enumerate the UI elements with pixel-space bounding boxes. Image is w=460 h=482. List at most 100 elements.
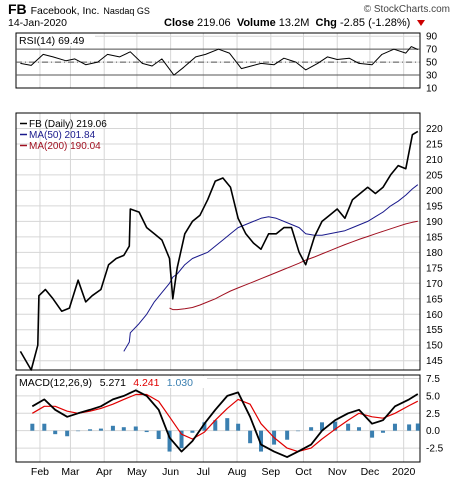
macd-histogram-bar bbox=[236, 423, 241, 431]
price-ytick-label: 200 bbox=[426, 186, 443, 197]
macd-ytick-label: 7.5 bbox=[426, 374, 440, 385]
x-axis-tick-label: Oct bbox=[295, 466, 311, 478]
histogram-legend-value: 1.030 bbox=[167, 377, 193, 389]
price-ytick-label: 195 bbox=[426, 201, 443, 212]
macd-signal-line bbox=[31, 393, 419, 453]
macd-histogram-bar bbox=[407, 424, 412, 431]
price-ytick-label: 220 bbox=[426, 124, 443, 135]
macd-histogram-bar bbox=[98, 428, 103, 431]
x-axis-tick-label: Apr bbox=[96, 466, 113, 478]
macd-histogram-bar bbox=[285, 430, 290, 440]
price-ytick-label: 160 bbox=[426, 310, 443, 321]
rsi-ytick-label: 70 bbox=[426, 45, 438, 56]
macd-histogram-bar bbox=[415, 423, 420, 431]
macd-histogram-bar bbox=[296, 430, 301, 432]
chg-value: -2.85 (-1.28%) bbox=[339, 17, 411, 29]
watermark: © StockCharts.com bbox=[363, 4, 450, 15]
price-line bbox=[19, 130, 419, 371]
x-axis-tick-label: Aug bbox=[228, 466, 247, 478]
macd-histogram-bar bbox=[392, 423, 397, 431]
macd-histogram-bar bbox=[346, 423, 351, 431]
rsi-ytick-label: 50 bbox=[426, 58, 438, 69]
macd-frame bbox=[15, 374, 421, 463]
macd-histogram-bar bbox=[156, 430, 161, 440]
rsi-frame bbox=[15, 32, 421, 89]
price-ytick-label: 205 bbox=[426, 170, 443, 181]
x-axis-tick-label: Dec bbox=[361, 466, 380, 478]
macd-histogram-bar bbox=[259, 430, 264, 452]
close-label: Close bbox=[164, 17, 194, 29]
macd-histogram-bar bbox=[319, 422, 324, 431]
macd-histogram-bar bbox=[76, 430, 81, 432]
ma200-line bbox=[169, 220, 418, 311]
volume-label: Volume bbox=[236, 17, 276, 29]
macd-histogram-bar bbox=[144, 430, 149, 433]
price-legend-entry: FB (Daily) 219.06 bbox=[29, 119, 107, 130]
volume-value: 13.2M bbox=[278, 17, 310, 29]
macd-histogram-bar bbox=[357, 427, 362, 431]
macd-histogram-bar bbox=[225, 418, 230, 431]
macd-histogram-bar bbox=[370, 430, 375, 438]
price-ytick-label: 155 bbox=[426, 325, 443, 336]
exchange-name: Nasdaq GS bbox=[103, 6, 150, 16]
ticker-title: FB Facebook, Inc. Nasdaq GS bbox=[8, 1, 150, 17]
rsi-legend-bg bbox=[17, 34, 95, 46]
macd-histogram-bar bbox=[213, 420, 218, 431]
price-ytick-label: 185 bbox=[426, 232, 443, 243]
macd-histogram-bar bbox=[309, 427, 314, 431]
quote-line: Close 219.06 Volume 13.2M Chg -2.85 (-1.… bbox=[164, 17, 426, 29]
price-ytick-label: 190 bbox=[426, 217, 443, 228]
macd-histogram-bar bbox=[202, 422, 207, 431]
macd-histogram-bar bbox=[190, 430, 195, 433]
quote-date: 14-Jan-2020 bbox=[8, 17, 67, 29]
close-value: 219.06 bbox=[197, 17, 231, 29]
macd-ytick-label: 5.0 bbox=[426, 391, 440, 402]
macd-legend-title: MACD(12,26,9) bbox=[19, 377, 92, 389]
macd-histogram-bar bbox=[333, 421, 338, 431]
macd-histogram-bar bbox=[110, 425, 115, 431]
price-ytick-label: 150 bbox=[426, 341, 443, 352]
x-axis-tick-label: May bbox=[127, 466, 148, 478]
ma50-line bbox=[123, 184, 419, 352]
macd-ytick-label: -2.5 bbox=[426, 444, 444, 455]
signal-legend-value: 4.241 bbox=[133, 377, 159, 389]
macd-histogram-bar bbox=[133, 426, 138, 431]
ma200-legend-entry: MA(200) 190.04 bbox=[29, 141, 101, 152]
chg-label: Chg bbox=[315, 17, 337, 29]
x-axis-tick-label: Nov bbox=[328, 466, 347, 478]
rsi-ytick-label: 90 bbox=[426, 32, 438, 43]
macd-line bbox=[31, 389, 419, 458]
macd-histogram-bar bbox=[42, 423, 47, 431]
macd-histogram-bar bbox=[65, 430, 70, 437]
down-arrow-icon bbox=[417, 20, 426, 27]
price-frame bbox=[15, 112, 421, 371]
macd-histogram-bar bbox=[88, 429, 93, 431]
ma50-legend-entry: MA(50) 201.84 bbox=[29, 130, 96, 141]
macd-histogram-bar bbox=[121, 427, 126, 431]
x-axis-tick-label: Sep bbox=[261, 466, 280, 478]
price-ytick-label: 210 bbox=[426, 155, 443, 166]
macd-ytick-label: 0.0 bbox=[426, 426, 440, 437]
price-ytick-label: 165 bbox=[426, 294, 443, 305]
rsi-legend: RSI(14) 69.49 bbox=[19, 35, 85, 47]
x-axis-tick-label: Jun bbox=[162, 466, 179, 478]
macd-histogram-bar bbox=[53, 430, 58, 435]
macd-histogram-bar bbox=[167, 430, 172, 452]
ticker-symbol: FB bbox=[8, 1, 27, 17]
x-axis-tick-label: 2020 bbox=[392, 466, 416, 478]
rsi-ytick-label: 30 bbox=[426, 71, 438, 82]
macd-histogram-bar bbox=[179, 430, 184, 449]
x-axis-tick-label: Feb bbox=[31, 466, 49, 478]
rsi-line bbox=[20, 46, 419, 76]
macd-legend-bg bbox=[17, 376, 207, 388]
macd-ytick-label: 2.5 bbox=[426, 409, 440, 420]
price-ytick-label: 175 bbox=[426, 263, 443, 274]
price-ytick-label: 215 bbox=[426, 139, 443, 150]
macd-legend-value: 5.271 bbox=[100, 377, 126, 389]
price-ytick-label: 145 bbox=[426, 356, 443, 367]
company-name: Facebook, Inc. bbox=[30, 5, 100, 17]
x-axis-tick-label: Mar bbox=[61, 466, 80, 478]
price-ytick-label: 180 bbox=[426, 248, 443, 259]
macd-histogram-bar bbox=[30, 423, 35, 431]
